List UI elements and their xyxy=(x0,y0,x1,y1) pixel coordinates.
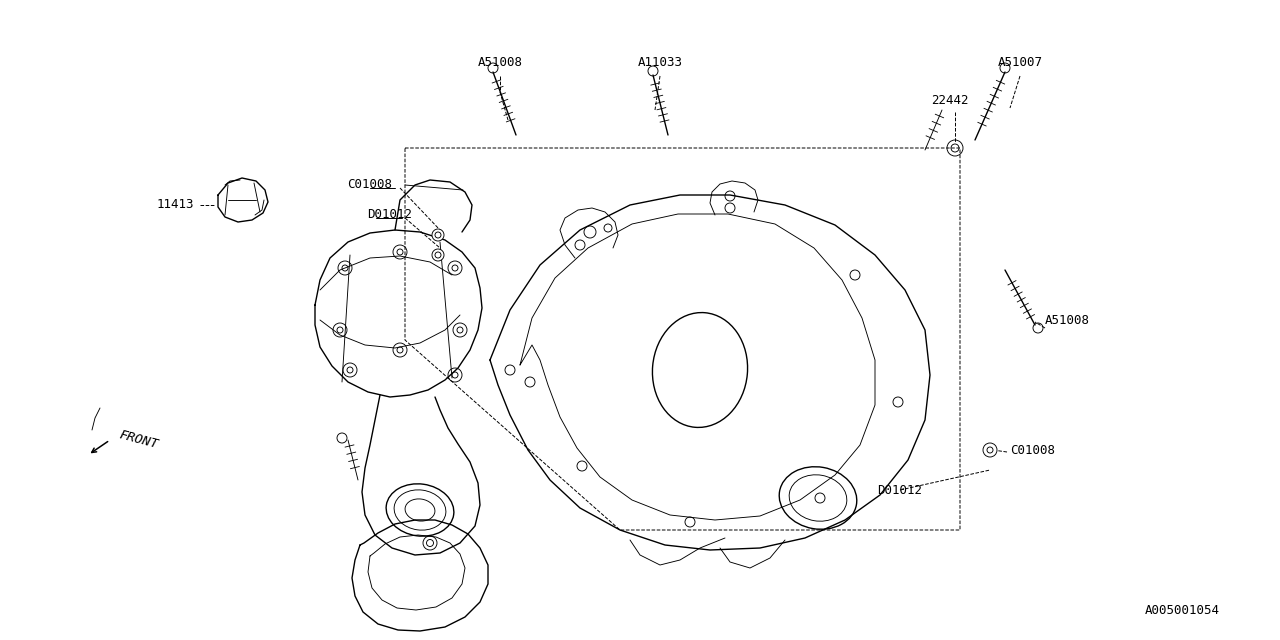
Circle shape xyxy=(433,229,444,241)
Text: C01008: C01008 xyxy=(347,179,393,191)
Text: D01012: D01012 xyxy=(878,483,923,497)
Text: C01008: C01008 xyxy=(1010,444,1055,456)
Text: FRONT: FRONT xyxy=(118,429,160,451)
Text: A11033: A11033 xyxy=(637,56,682,68)
Text: A005001054: A005001054 xyxy=(1146,604,1220,616)
Text: 11413: 11413 xyxy=(156,198,193,211)
Text: A51008: A51008 xyxy=(477,56,522,68)
Text: D01012: D01012 xyxy=(367,209,412,221)
Circle shape xyxy=(433,250,443,260)
Text: 22442: 22442 xyxy=(932,93,969,106)
Text: A51008: A51008 xyxy=(1044,314,1091,326)
Text: A51007: A51007 xyxy=(997,56,1042,68)
Circle shape xyxy=(983,443,997,457)
Circle shape xyxy=(433,249,444,261)
